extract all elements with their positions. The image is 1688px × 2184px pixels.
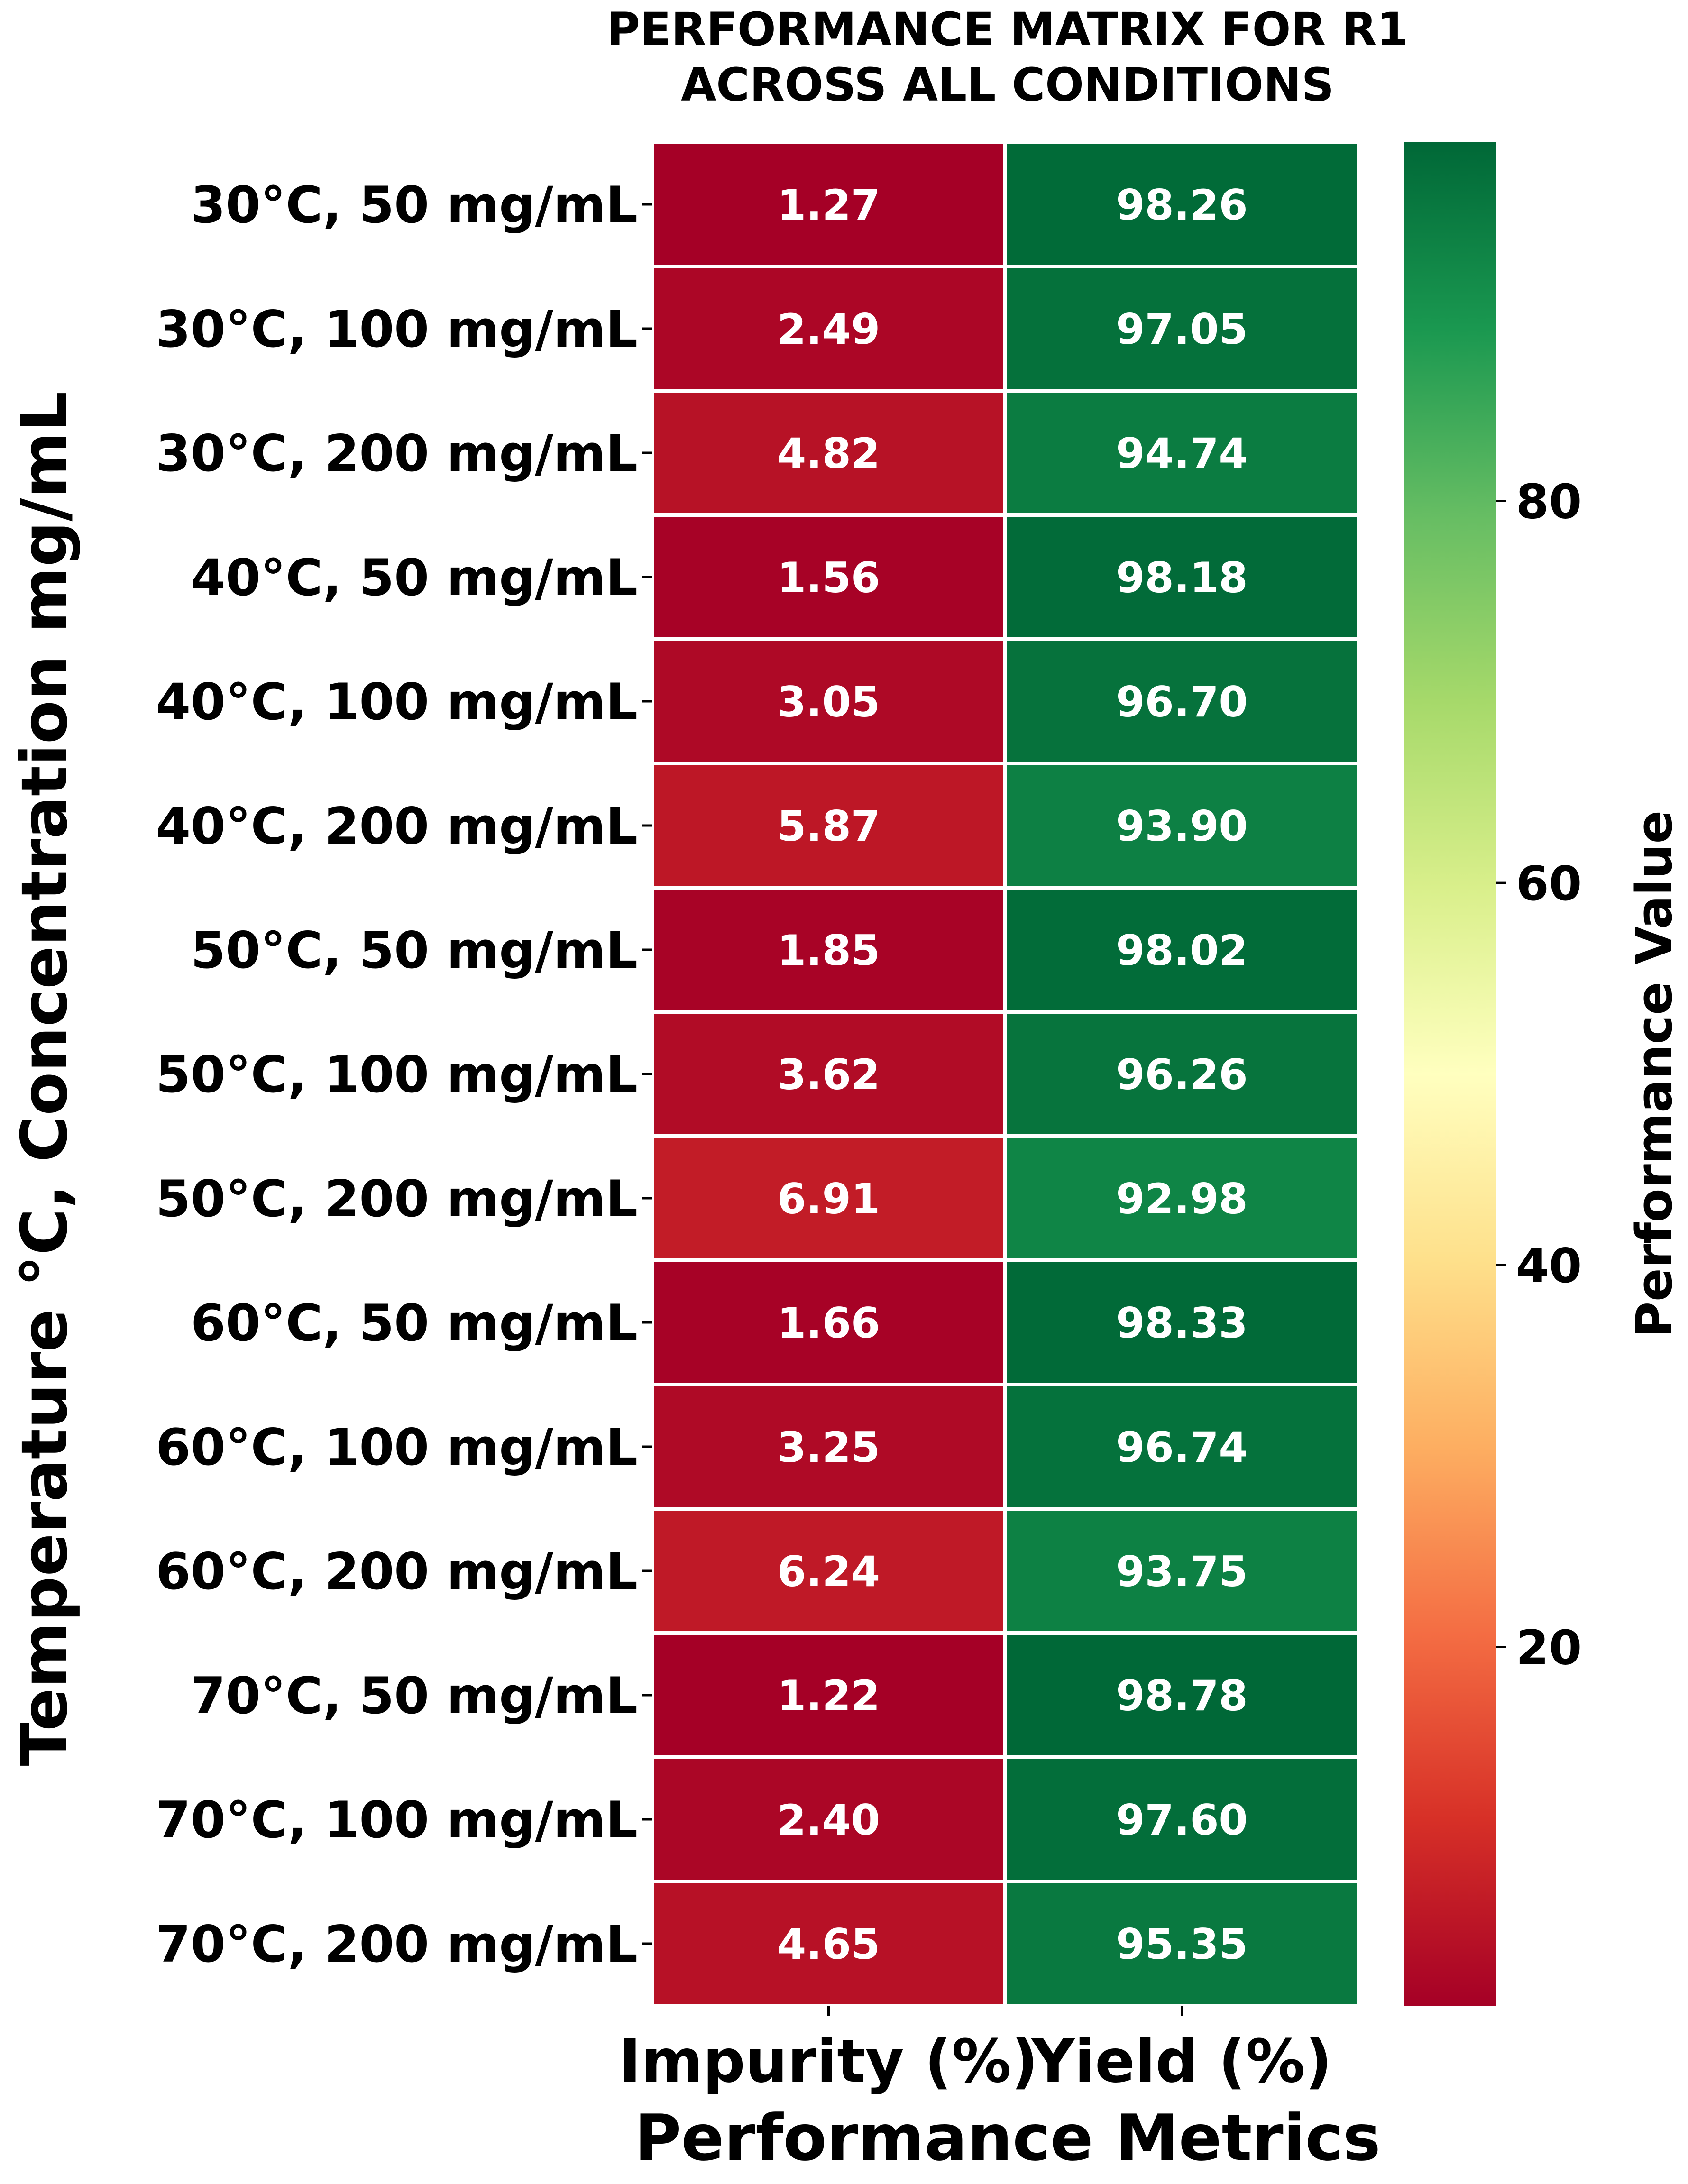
cell-value-label: 5.87 <box>777 802 880 851</box>
cell-value-label: 98.78 <box>1116 1671 1248 1720</box>
cell-value-label: 95.35 <box>1116 1920 1248 1969</box>
column-tick-label: Yield (%) <box>1031 2027 1332 2096</box>
row-tick-label: 40°C, 100 mg/mL <box>156 673 638 731</box>
colorbar-tick-label: 40 <box>1516 1238 1582 1294</box>
colorbar-gradient <box>1404 142 1496 2006</box>
heatmap-cell <box>1003 1258 1360 1386</box>
colorbar: 20 40 60 80 Performance Value <box>1404 142 1683 2006</box>
cell-value-label: 98.18 <box>1116 553 1248 602</box>
row-tick-label: 40°C, 50 mg/mL <box>191 549 638 607</box>
heatmap-cell <box>650 1258 1007 1386</box>
x-axis-label: Performance Metrics <box>634 2101 1381 2175</box>
colorbar-ticks: 20 40 60 80 <box>1496 474 1582 1675</box>
heatmap-cell <box>1003 1631 1360 1759</box>
heatmap-cell <box>1003 513 1360 641</box>
cell-value-label: 6.24 <box>777 1547 880 1596</box>
colorbar-tick-label: 20 <box>1516 1620 1582 1675</box>
row-tick-label: 60°C, 200 mg/mL <box>156 1542 638 1601</box>
row-tick-label: 70°C, 200 mg/mL <box>156 1915 638 1973</box>
cell-value-label: 98.26 <box>1116 181 1248 229</box>
cell-value-label: 2.49 <box>777 305 880 354</box>
cell-value-label: 93.90 <box>1116 802 1248 851</box>
row-tick-label: 30°C, 100 mg/mL <box>156 300 638 358</box>
heatmap-cell <box>1003 140 1360 268</box>
heatmap-cell <box>1003 1507 1360 1635</box>
heatmap-cell <box>1003 886 1360 1014</box>
heatmap-cell <box>650 1880 1007 2008</box>
cell-value-label: 1.56 <box>777 553 880 602</box>
y-axis-label: Temperature °C, Concentration mg/mL <box>8 391 82 1766</box>
cell-value-label: 94.74 <box>1116 429 1248 478</box>
row-tick-label: 70°C, 50 mg/mL <box>191 1667 638 1725</box>
heatmap-cell <box>1003 1755 1360 1883</box>
cell-value-label: 3.05 <box>777 678 880 726</box>
heatmap-cell <box>650 1507 1007 1635</box>
cell-value-label: 96.70 <box>1116 678 1248 726</box>
heatmap-cell <box>1003 1880 1360 2008</box>
row-tick-label: 30°C, 200 mg/mL <box>156 424 638 483</box>
row-tick-labels: 30°C, 50 mg/mL 30°C, 100 mg/mL 30°C, 200 m… <box>156 176 652 1973</box>
heatmap-cell <box>1003 762 1360 890</box>
heatmap-cell <box>1003 1134 1360 1262</box>
colorbar-label: Performance Value <box>1625 810 1683 1338</box>
heatmap-cell <box>650 1755 1007 1883</box>
cell-value-label: 3.25 <box>777 1423 880 1472</box>
heatmap-cell <box>650 265 1007 393</box>
cell-value-label: 96.74 <box>1116 1423 1248 1472</box>
chart-title-line-1: PERFORMANCE MATRIX FOR R1 <box>607 3 1409 56</box>
cell-value-label: 96.26 <box>1116 1050 1248 1099</box>
heatmap-cell <box>650 1383 1007 1511</box>
cell-value-label: 1.85 <box>777 926 880 975</box>
column-tick-labels: Impurity (%)Yield (%) <box>619 2006 1332 2096</box>
cell-value-label: 97.60 <box>1116 1796 1248 1844</box>
row-tick-label: 60°C, 100 mg/mL <box>156 1418 638 1477</box>
cell-value-label: 92.98 <box>1116 1175 1248 1223</box>
heatmap-cells: 1.27 98.26 2.49 97.05 4.82 94.74 1.56 98.18 3.05… <box>650 140 1360 2008</box>
heatmap-cell <box>650 140 1007 268</box>
chart-title-line-2: ACROSS ALL CONDITIONS <box>681 58 1334 111</box>
heatmap-cell <box>1003 389 1360 517</box>
cell-value-label: 4.65 <box>777 1920 880 1969</box>
colorbar-tick-label: 60 <box>1516 856 1582 911</box>
column-tick-label: Impurity (%) <box>619 2027 1038 2096</box>
row-tick-label: 60°C, 50 mg/mL <box>191 1294 638 1352</box>
heatmap-cell <box>1003 265 1360 393</box>
cell-value-label: 2.40 <box>777 1796 880 1844</box>
colorbar-tick-label: 80 <box>1516 474 1582 530</box>
cell-value-label: 4.82 <box>777 429 880 478</box>
cell-value-label: 6.91 <box>777 1175 880 1223</box>
heatmap-cell <box>1003 637 1360 765</box>
row-tick-label: 40°C, 200 mg/mL <box>156 797 638 855</box>
cell-value-label: 98.02 <box>1116 926 1248 975</box>
row-tick-label: 50°C, 100 mg/mL <box>156 1046 638 1104</box>
heatmap-cell <box>1003 1010 1360 1138</box>
cell-value-label: 97.05 <box>1116 305 1248 354</box>
row-tick-label: 30°C, 50 mg/mL <box>191 176 638 234</box>
cell-value-label: 93.75 <box>1116 1547 1248 1596</box>
cell-value-label: 1.22 <box>777 1671 880 1720</box>
row-tick-label: 50°C, 50 mg/mL <box>191 921 638 980</box>
row-tick-label: 70°C, 100 mg/mL <box>156 1791 638 1849</box>
cell-value-label: 1.66 <box>777 1299 880 1348</box>
cell-value-label: 3.62 <box>777 1050 880 1099</box>
row-tick-label: 50°C, 200 mg/mL <box>156 1170 638 1228</box>
cell-value-label: 1.27 <box>777 181 880 229</box>
heatmap-cell <box>1003 1383 1360 1511</box>
cell-value-label: 98.33 <box>1116 1299 1248 1348</box>
